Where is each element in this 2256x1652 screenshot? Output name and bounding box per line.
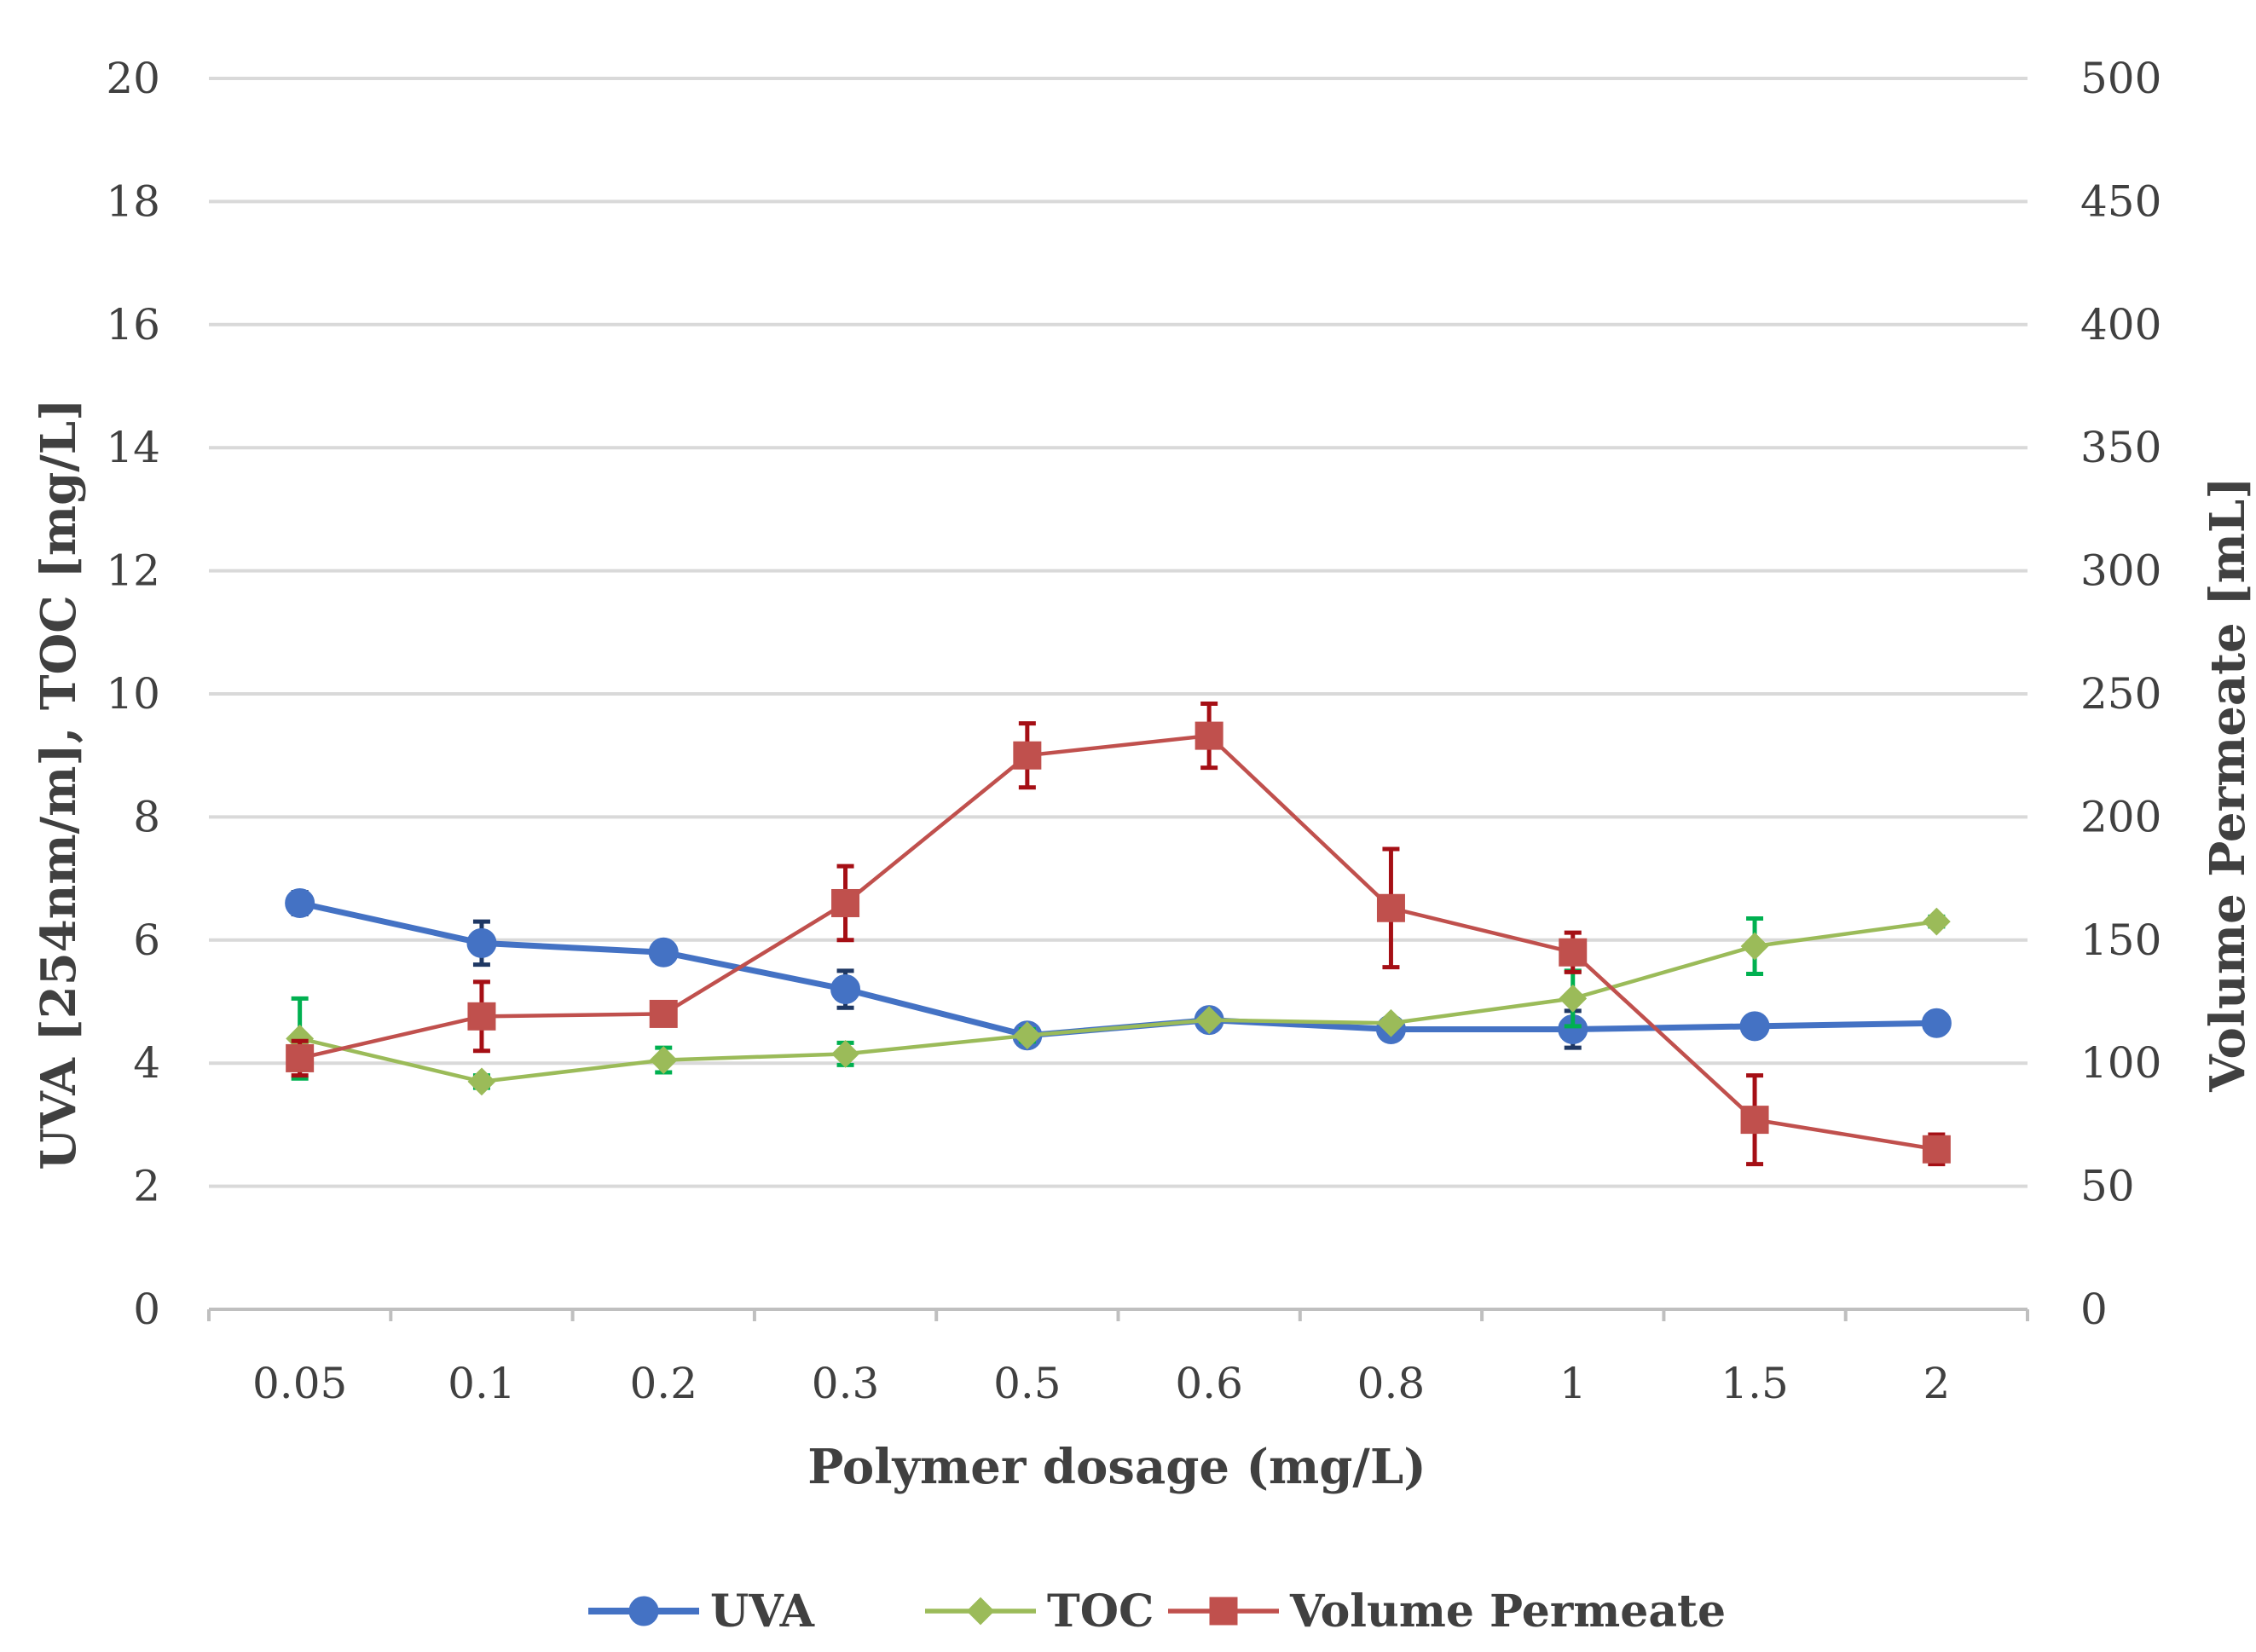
legend-label-uva: UVA [710,1586,815,1638]
uva-point [648,937,679,968]
toc-point [1013,1021,1042,1050]
x-tick-label: 2 [1923,1359,1950,1408]
x-tick-label: 1.5 [1721,1359,1789,1408]
y-axis-right-title: Volume Permeate [mL] [2200,477,2256,1093]
y-left-tick-label: 0 [133,1285,160,1334]
series-uva [285,887,1952,1051]
legend-item-uva: UVA [588,1586,815,1638]
y-left-tick-label: 4 [133,1038,160,1088]
toc-point [1195,1006,1223,1035]
y-right-tick-label: 150 [2080,916,2161,965]
x-tick-label: 0.8 [1357,1359,1426,1408]
y-left-tick-label: 20 [106,54,160,103]
y-left-tick-label: 14 [106,423,160,472]
legend-marker-volume-permeate [1209,1597,1238,1626]
volume-permeate-point [831,888,860,917]
volume-permeate-point [1376,893,1405,922]
x-tick-label: 0.05 [252,1359,347,1408]
uva-point [830,974,861,1005]
toc-line [299,919,1937,1084]
gridlines [209,77,2028,1188]
y-right-tick-label: 200 [2080,792,2161,841]
legend-item-toc: TOC [925,1586,1154,1638]
volume-permeate-point [467,1002,496,1031]
toc-point [649,1046,678,1075]
volume-permeate-line [299,733,1937,1152]
x-tick-label: 0.2 [629,1359,697,1408]
uva-point [1921,1008,1952,1038]
x-tick-label: 1 [1559,1359,1587,1408]
y-right-tick-label: 300 [2080,546,2161,596]
y-right-tick-label: 450 [2080,176,2161,226]
legend-item-volume-permeate: Volume Permeate [1168,1586,1726,1638]
legend-label-volume-permeate: Volume Permeate [1289,1586,1726,1638]
volume-permeate-point [1740,1106,1769,1135]
volume-permeate-point [1013,741,1042,770]
y-right-tick-label: 50 [2080,1162,2135,1211]
volume-permeate-point [1559,938,1588,967]
volume-permeate-point [1195,721,1223,750]
series-toc [286,907,1951,1096]
volume-permeate-point [649,999,678,1028]
toc-point [1922,907,1951,936]
series [285,702,1952,1167]
toc-point [831,1039,859,1068]
series-volume-permeate [286,702,1951,1167]
y-left-tick-label: 2 [133,1162,160,1211]
y-right-tick-label: 250 [2080,669,2161,719]
y-left-tick-label: 18 [106,176,160,226]
uva-point [466,927,497,958]
y-right-tick-label: 400 [2080,300,2161,349]
x-tick-label: 0.5 [993,1359,1061,1408]
x-axis-title: Polymer dosage (mg/L) [807,1439,1426,1495]
y-right-tick-label: 0 [2080,1285,2108,1334]
y-right-tick-label: 350 [2080,423,2161,472]
toc-point [1377,1008,1405,1037]
uva-point [1739,1011,1770,1042]
legend-marker-toc [966,1597,995,1626]
x-tick-label: 0.1 [448,1359,516,1408]
legend-marker-uva [628,1596,659,1626]
toc-point [1559,984,1588,1013]
y-left-tick-label: 16 [106,300,160,349]
y-left-tick-label: 10 [106,669,160,719]
y-axis-left-title: UVA [254nm/m], TOC [mg/L] [31,398,87,1170]
volume-permeate-point [1922,1135,1951,1164]
toc-point [1740,932,1769,961]
x-tick-label: 0.3 [812,1359,880,1408]
legend: UVA TOC Volume Permeate [588,1586,1726,1638]
volume-permeate-point [286,1043,315,1072]
uva-point [285,887,315,918]
x-tick-label: 0.6 [1175,1359,1243,1408]
axes: 0246810121416182005010015020025030035040… [106,54,2161,1408]
y-left-tick-label: 12 [106,546,160,596]
y-right-tick-label: 500 [2080,54,2161,103]
y-left-tick-label: 6 [133,916,160,965]
y-right-tick-label: 100 [2080,1038,2161,1088]
y-left-tick-label: 8 [133,792,160,841]
legend-label-toc: TOC [1047,1586,1154,1638]
toc-point [467,1067,496,1096]
